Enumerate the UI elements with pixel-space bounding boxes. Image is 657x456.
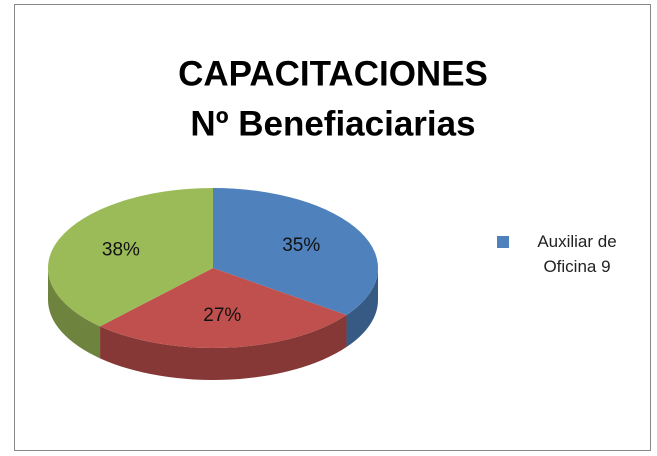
pie-slice — [213, 188, 378, 316]
pie-slice — [47, 188, 213, 327]
chart-title: CAPACITACIONES — [178, 54, 488, 93]
pie-side — [346, 268, 378, 348]
data-label: 38% — [102, 239, 140, 260]
chart-title: Nº Benefiaciarias — [190, 104, 475, 143]
data-label: 35% — [282, 235, 320, 256]
pie-side — [100, 315, 347, 380]
legend-swatch — [497, 236, 509, 248]
pie-side — [47, 268, 101, 359]
data-label: 27% — [203, 305, 241, 326]
legend-label: Auxiliar de Oficina 9 — [537, 232, 617, 276]
pie-slice — [100, 268, 347, 348]
